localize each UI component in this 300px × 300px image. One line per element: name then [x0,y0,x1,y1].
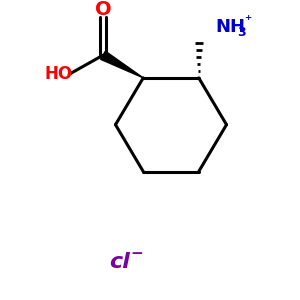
Text: ⁺: ⁺ [244,14,251,28]
Text: 3: 3 [237,26,245,38]
Text: HO: HO [45,65,73,83]
Text: NH: NH [215,18,245,36]
Text: −: − [130,246,143,261]
Text: O: O [95,0,111,20]
Polygon shape [100,51,143,78]
Text: cl: cl [110,252,130,272]
